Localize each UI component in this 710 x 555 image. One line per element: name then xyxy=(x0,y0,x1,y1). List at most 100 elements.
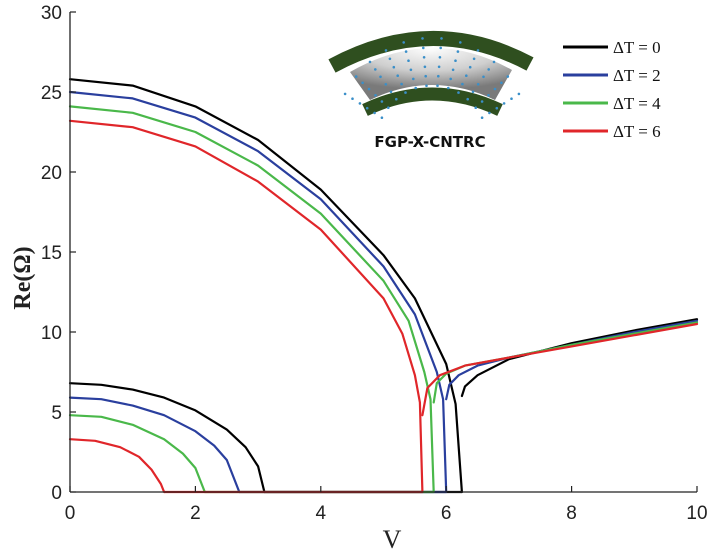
inset-dot xyxy=(404,91,407,94)
inset-dot xyxy=(379,75,382,79)
inset-dot xyxy=(423,65,427,69)
inset-dot xyxy=(449,77,453,81)
inset-dot xyxy=(439,46,443,50)
inset-dot xyxy=(495,106,499,110)
inset-dot xyxy=(343,92,347,96)
inset-label: FGP-X-CNTRC xyxy=(374,133,485,151)
inset-dot xyxy=(351,97,354,100)
inset-dot xyxy=(407,59,410,62)
legend-label: ΔT = 0 xyxy=(613,38,661,57)
y-tick-label: 20 xyxy=(41,163,62,184)
inset-dot xyxy=(421,37,424,40)
y-axis-label: Re(Ω) xyxy=(10,246,36,309)
series-1-branch-0 xyxy=(68,90,448,494)
inset-dot xyxy=(380,100,384,103)
inset-dot xyxy=(374,94,377,97)
legend: ΔT = 0 ΔT = 2 ΔT = 4 ΔT = 6 xyxy=(563,38,661,141)
series-3-branch-2 xyxy=(68,438,166,494)
inset-dot xyxy=(400,82,403,86)
inset-dot xyxy=(482,75,485,79)
x-tick-label: 10 xyxy=(686,503,707,524)
inset-dot xyxy=(457,91,460,94)
legend-label: ΔT = 2 xyxy=(613,66,661,85)
inset-dot xyxy=(414,86,418,90)
y-tick-label: 10 xyxy=(41,323,62,344)
x-axis-label: V xyxy=(383,525,402,554)
x-tick-label: 4 xyxy=(316,503,327,524)
series-3-branch-0 xyxy=(68,119,424,494)
inset-dot xyxy=(384,49,388,52)
series-1-branch-2 xyxy=(68,396,241,494)
inset-dot xyxy=(510,97,513,100)
inset-dot xyxy=(487,94,490,97)
inset-dot xyxy=(384,83,388,86)
inset-dot xyxy=(404,50,408,53)
inset-inner-layer xyxy=(362,87,503,116)
inset-dot xyxy=(492,60,496,64)
series-2-branch-1 xyxy=(432,321,699,404)
x-tick-label: 0 xyxy=(65,503,76,524)
inset-dot xyxy=(373,111,376,115)
inset-dot xyxy=(368,60,372,64)
inset-dot xyxy=(367,87,371,91)
inset-dot xyxy=(466,97,470,101)
inset-dot xyxy=(440,37,443,40)
inset-dot xyxy=(374,68,377,71)
inset-dot xyxy=(488,111,491,115)
inset-cnt-dots xyxy=(343,37,521,119)
inset-dot xyxy=(506,75,510,78)
y-tick-label: 30 xyxy=(41,3,62,24)
inset-dot xyxy=(387,106,390,109)
inset-dot xyxy=(436,84,439,87)
inset-dot xyxy=(465,74,468,77)
inset-dot xyxy=(422,46,425,50)
inset-dot xyxy=(476,49,480,52)
series-0-branch-2 xyxy=(68,382,266,494)
inset-cntrc-diagram: FGP-X-CNTRC xyxy=(328,31,534,151)
inset-dot xyxy=(476,83,480,86)
ticks: 0 2 4 6 8 10 0 5 10 15 20 25 30 xyxy=(41,3,708,524)
series-1-branch-1 xyxy=(445,319,699,401)
series-2-branch-0 xyxy=(68,105,435,494)
inset-dot xyxy=(365,106,369,110)
y-tick-label: 5 xyxy=(51,403,62,424)
inset-dot xyxy=(437,65,441,69)
inset-dot xyxy=(447,86,450,90)
inset-dot xyxy=(409,68,413,72)
inset-dot xyxy=(392,65,396,69)
inset-dot xyxy=(454,59,457,62)
series-3-branch-1 xyxy=(421,322,699,417)
inset-dot xyxy=(402,41,406,44)
inset-dot xyxy=(456,50,460,53)
inset-gradient-core xyxy=(350,47,512,100)
inset-dot xyxy=(493,87,497,91)
legend-label: ΔT = 6 xyxy=(613,122,661,141)
inset-dot xyxy=(422,56,426,59)
x-tick-label: 8 xyxy=(566,503,577,524)
inset-dot xyxy=(480,100,484,103)
inset-dot xyxy=(459,41,462,44)
inset-dot xyxy=(461,82,464,86)
inset-dot xyxy=(480,116,484,119)
inset-dot xyxy=(361,81,364,85)
inset-dot xyxy=(500,81,503,85)
inset-dot xyxy=(425,84,428,87)
inset-dot xyxy=(451,68,455,72)
inset-dot xyxy=(395,97,398,101)
y-tick-label: 25 xyxy=(41,83,62,104)
inset-dot xyxy=(396,74,400,77)
inset-dot xyxy=(438,56,442,59)
y-tick-label: 0 xyxy=(51,483,62,504)
inset-dot xyxy=(474,106,478,109)
inset-dot xyxy=(388,57,392,61)
inset-dot xyxy=(412,77,415,81)
inset-dot xyxy=(358,102,362,105)
inset-dot xyxy=(437,74,440,78)
inset-dot xyxy=(502,102,506,105)
inset-dot xyxy=(468,65,472,69)
series-0-branch-1 xyxy=(460,318,699,398)
x-tick-label: 6 xyxy=(441,503,452,524)
inset-dot xyxy=(472,57,476,61)
inset-dot xyxy=(354,75,358,78)
